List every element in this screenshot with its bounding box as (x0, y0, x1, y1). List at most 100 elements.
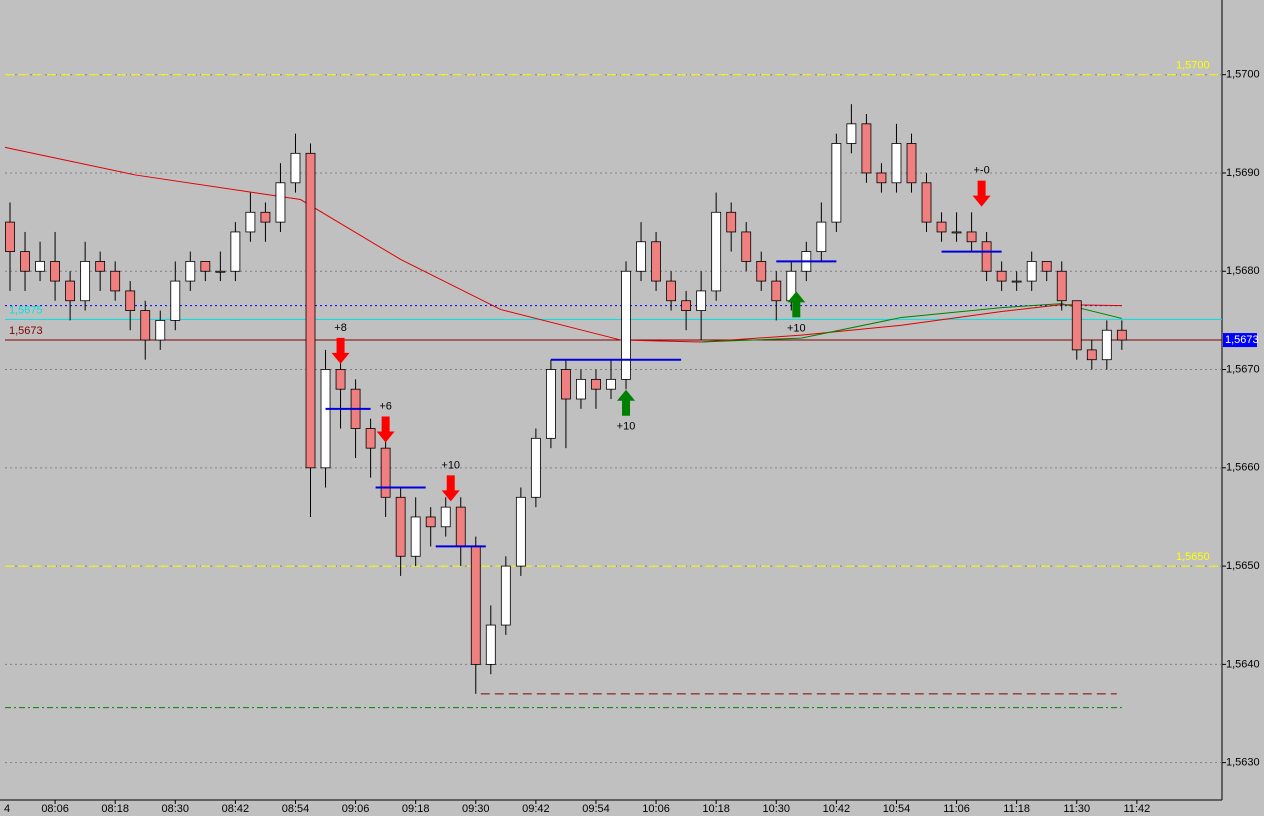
candle-body (440, 506, 451, 528)
candle-body (756, 261, 767, 282)
candle-body (170, 280, 181, 321)
candle-body (65, 280, 76, 302)
candle-body (621, 270, 631, 380)
candle-body (576, 378, 586, 400)
x-tick-label: 08:42 (222, 803, 250, 815)
candle-body (651, 241, 661, 282)
candle-body (831, 143, 842, 223)
moving-average (4, 146, 1122, 343)
candle-body (230, 231, 241, 272)
last-price-label: 1,5673 (1225, 334, 1259, 346)
candle-body (1041, 261, 1052, 272)
signal-result: +-0 (973, 165, 989, 177)
candle-body (290, 152, 301, 184)
y-tick-label: 1,5700 (1226, 69, 1260, 81)
candle-body (20, 251, 30, 272)
level-label: 1,5675 (9, 304, 43, 316)
candle-body (500, 565, 511, 626)
candle-body (410, 516, 421, 557)
candle-body (981, 241, 992, 272)
candle-body (185, 261, 196, 282)
candle-body (260, 211, 271, 223)
candle-body (380, 447, 391, 498)
candle-body (50, 261, 60, 282)
candle-body (140, 310, 151, 341)
x-tick-label: 11:42 (1124, 803, 1151, 815)
x-tick-label: 08:18 (101, 803, 129, 815)
y-tick-label: 1,5660 (1226, 462, 1260, 474)
candle-body (876, 172, 887, 184)
candle-body (395, 496, 406, 557)
candle-body (996, 270, 1007, 282)
candle-body (455, 506, 466, 547)
buy-arrow (617, 389, 636, 416)
y-tick-label: 1,5680 (1226, 265, 1260, 277)
candle-body (1101, 329, 1112, 361)
candle-body (335, 369, 346, 390)
x-tick-label: 10:42 (823, 803, 851, 815)
candle-body (5, 221, 15, 252)
candle-body (215, 270, 226, 273)
candle-body (35, 261, 45, 272)
sell-arrow (972, 180, 991, 207)
candle-body (470, 546, 481, 665)
y-tick-label: 1,5630 (1226, 757, 1260, 769)
y-tick-label: 1,5690 (1226, 167, 1260, 179)
x-tick-label: 11:18 (1003, 803, 1030, 815)
x-tick-label: 10:18 (702, 803, 730, 815)
x-tick-label: 08:06 (41, 803, 69, 815)
signal-result: +10 (617, 421, 636, 433)
candle-body (1071, 300, 1082, 351)
candle-body (95, 261, 106, 272)
x-tick-label: 11:06 (943, 803, 970, 815)
candle-body (275, 182, 286, 223)
candle-body (591, 378, 601, 390)
y-tick-label: 1,5650 (1226, 560, 1260, 572)
candle-body (245, 211, 256, 233)
candle-body (425, 516, 436, 528)
x-tick-label: 09:18 (402, 803, 430, 815)
candle-body (711, 211, 722, 292)
sell-arrow (441, 475, 460, 502)
candle-body (726, 211, 737, 233)
x-tick-label: 09:54 (582, 803, 610, 815)
x-tick-label: 08:30 (162, 803, 190, 815)
candle-body (816, 221, 827, 252)
signal-result: +6 (379, 400, 392, 412)
moving-average (701, 303, 1122, 343)
candle-body (666, 280, 676, 302)
candle-body (636, 241, 646, 272)
x-tick-label: 11:30 (1063, 803, 1090, 815)
buy-arrow (787, 291, 806, 318)
candle-body (606, 378, 616, 390)
sell-arrow (376, 416, 395, 443)
candle-body (1026, 261, 1037, 282)
candle-body (545, 369, 556, 439)
x-tick-label: 10:06 (642, 803, 670, 815)
candle-body (125, 290, 136, 311)
candle-body (155, 319, 166, 341)
x-tick-label: 10:54 (883, 803, 911, 815)
candle-body (936, 221, 947, 233)
candle-body (485, 624, 496, 665)
last-price-box (1223, 333, 1257, 348)
candle-body (320, 369, 331, 469)
candle-body (80, 261, 91, 302)
candle-body (305, 152, 316, 469)
x-tick-label: 09:42 (522, 803, 550, 815)
candle-body (681, 300, 692, 311)
x-edge-label: 4 (4, 803, 10, 815)
candle-body (365, 428, 376, 449)
x-tick-label: 09:30 (462, 803, 490, 815)
candle-body (846, 123, 857, 144)
candle-body (906, 143, 917, 184)
candle-body (1086, 349, 1097, 361)
x-tick-label: 08:54 (282, 803, 310, 815)
x-tick-label: 09:06 (342, 803, 370, 815)
x-tick-label: 10:30 (763, 803, 791, 815)
candle-body (771, 280, 782, 302)
candle-body (530, 437, 541, 498)
